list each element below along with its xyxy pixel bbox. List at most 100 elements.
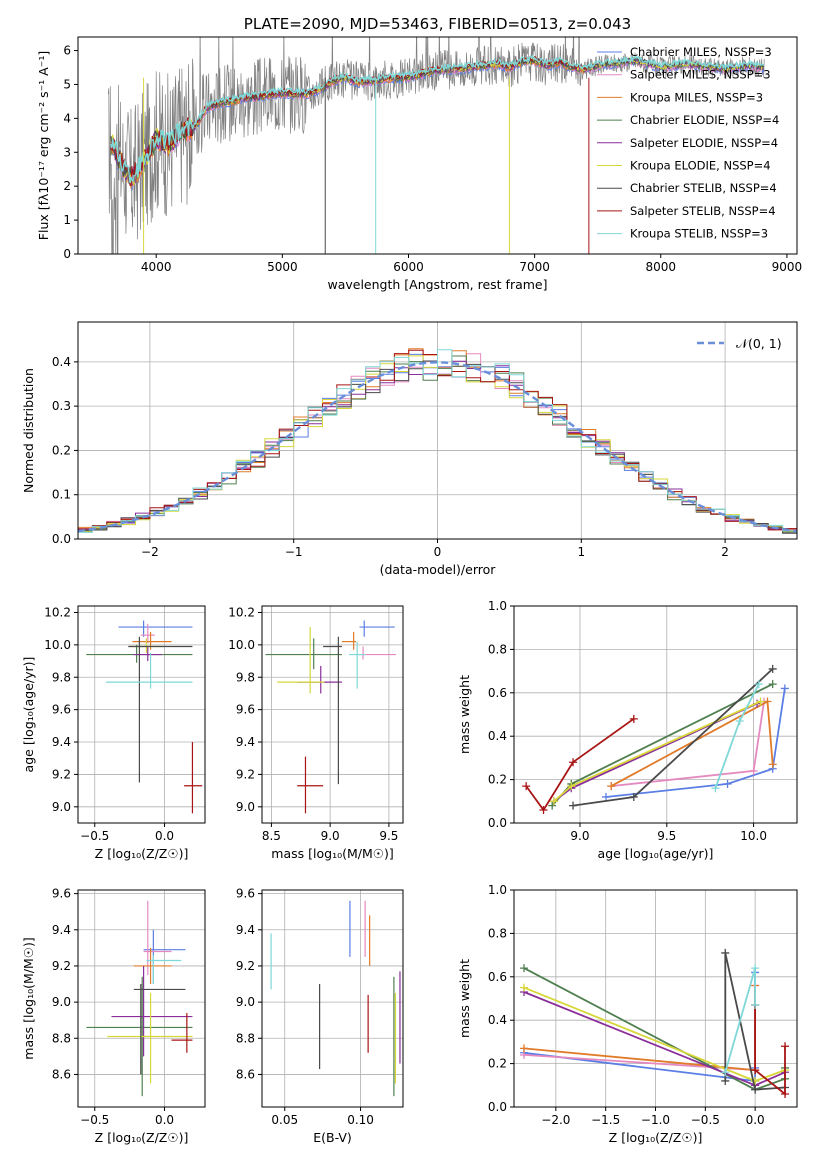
- panel-5: [514, 605, 797, 824]
- errorbars: [265, 620, 396, 814]
- axes-frame: 9.0 9.5 10.0 0.0 0.2 0.4 0.6 0.8 1.0 age [log₁₀(a…: [457, 599, 798, 861]
- model-spectrum-line: [110, 54, 765, 184]
- legend-entry: Salpeter STELIB, NSSP=4: [630, 204, 776, 218]
- x-axis-label: (data-model)/error: [380, 562, 497, 577]
- x-axis-label: Z [log₁₀(Z/Z☉)]: [95, 1130, 189, 1145]
- y-tick-label: 0.8: [488, 926, 507, 940]
- legend-entry: Kroupa ELODIE, NSSP=4: [630, 159, 771, 173]
- histograms: [78, 348, 797, 536]
- y-tick-label: 9.2: [52, 767, 71, 781]
- x-tick-label: 4000: [141, 260, 172, 274]
- y-tick-label: 10.2: [44, 605, 71, 619]
- y-tick-label: 3: [63, 145, 71, 159]
- mass-weight-series: [523, 985, 756, 1072]
- x-tick-label: 0.0: [155, 829, 174, 843]
- x-axis-label: Z [log₁₀(Z/Z☉)]: [609, 1130, 703, 1145]
- data-point-marker: [721, 1068, 730, 1077]
- y-tick-label: 9.2: [236, 767, 255, 781]
- y-tick-label: 8.6: [52, 1067, 71, 1081]
- x-tick-label: 9000: [772, 260, 803, 274]
- x-tick-label: 6000: [393, 260, 424, 274]
- y-tick-label: 9.4: [52, 735, 71, 749]
- y-tick-label: 2: [63, 179, 71, 193]
- y-axis-label: age [log₁₀(age/yr)]: [21, 657, 36, 773]
- x-tick-label: 0.05: [271, 1113, 298, 1127]
- mass-weight-series: [523, 967, 786, 1091]
- y-tick-label: 9.0: [52, 995, 71, 1009]
- mass-weight-lines: [522, 664, 789, 814]
- data-point-marker: [751, 964, 760, 973]
- y-tick-label: 9.0: [52, 800, 71, 814]
- x-tick-label: 10.0: [740, 829, 767, 843]
- y-tick-label: 10.2: [228, 605, 255, 619]
- axes-frame: −0.5 0.0 9.0 9.2 9.4 9.6 9.8 10.0 10.2 Z [log₁₀(Z…: [21, 605, 206, 861]
- y-axis-label: Normed distribution: [21, 368, 36, 493]
- data-point-marker: [723, 779, 732, 788]
- y-axis-label: mass weight: [457, 675, 472, 754]
- data-point-marker: [721, 948, 730, 957]
- x-axis-label: wavelength [Angstrom, rest frame]: [327, 277, 547, 292]
- x-tick-label: −2: [141, 545, 159, 559]
- y-tick-label: 6: [63, 44, 71, 58]
- normal-reference-curve: [78, 361, 797, 533]
- x-tick-label: 9.5: [657, 829, 676, 843]
- plot-frame: [261, 605, 404, 824]
- y-tick-label: 9.6: [52, 887, 71, 901]
- axes-frame: −0.5 0.0 8.6 8.8 9.0 9.2 9.4 9.6 Z [log₁₀(Z/Z☉)]…: [21, 887, 206, 1145]
- data-point-marker: [751, 1066, 760, 1075]
- plot-frame: [77, 36, 798, 255]
- y-tick-label: 0.4: [488, 729, 507, 743]
- plot-frame: [77, 605, 206, 824]
- plot-frame: [513, 605, 798, 824]
- y-axis-label: mass weight: [457, 959, 472, 1038]
- axes-frame: 4000 5000 6000 7000 8000 9000 0 1 2 3 4 5 6 wavelengt…: [36, 15, 802, 292]
- x-tick-label: 8000: [645, 260, 676, 274]
- data-point-marker: [749, 766, 758, 775]
- x-tick-label: 8.5: [262, 829, 281, 843]
- x-tick-label: −0.5: [691, 1113, 720, 1127]
- y-tick-label: 9.4: [52, 923, 71, 937]
- y-tick-label: 0.4: [488, 1013, 507, 1027]
- mass-weight-series: [605, 688, 786, 798]
- panel-1: Chabrier MILES, NSSP=3 Salpeter MILES, NS…: [107, 37, 779, 254]
- x-tick-label: 0.10: [347, 1113, 374, 1127]
- data-point-marker: [607, 782, 616, 791]
- legend-entry: Kroupa STELIB, NSSP=3: [630, 227, 768, 241]
- data-point-marker: [768, 680, 777, 689]
- panel-3: [78, 606, 205, 823]
- data-point-marker: [721, 1076, 730, 1085]
- y-tick-label: 9.4: [236, 923, 255, 937]
- mass-weight-series: [523, 972, 756, 1083]
- axes-frame: 0.05 0.10 8.6 8.8 9.0 9.2 9.4 9.6 E(B-V): [236, 887, 404, 1145]
- legend-entry: Chabrier ELODIE, NSSP=4: [630, 113, 779, 127]
- chart-title: PLATE=2090, MJD=53463, FIBERID=0513, z=0…: [244, 15, 631, 33]
- data-point-marker: [763, 697, 772, 706]
- errorbars: [86, 620, 203, 814]
- data-point-marker: [781, 1089, 790, 1098]
- y-tick-label: 0.2: [52, 443, 71, 457]
- errorbars: [270, 900, 401, 1097]
- y-tick-label: 4: [63, 111, 71, 125]
- axes-frame: 8.5 9.0 9.5 9.0 9.2 9.4 9.6 9.8 10.0 10.2 mass [lo…: [228, 605, 404, 861]
- panel-7: [262, 890, 403, 1107]
- y-tick-label: 8.8: [236, 1031, 255, 1045]
- legend-entry: Chabrier MILES, NSSP=3: [630, 45, 772, 59]
- y-axis-label: mass [log₁₀(M/M☉)]: [21, 937, 36, 1059]
- panel-4: [262, 606, 403, 823]
- model-spectrum-line: [110, 58, 589, 189]
- x-axis-label: mass [log₁₀(M/M☉)]: [271, 846, 393, 861]
- y-tick-label: 9.8: [52, 670, 71, 684]
- x-tick-label: 7000: [519, 260, 550, 274]
- data-point-marker: [519, 964, 528, 973]
- y-tick-label: 5: [63, 77, 71, 91]
- data-point-marker: [768, 664, 777, 673]
- axes-frame: −2 −1 0 1 2 0.0 0.1 0.2 0.3 0.4 (data-model)/error…: [21, 321, 798, 577]
- y-axis-label: Flux [fλ10⁻¹⁷ erg cm⁻² s⁻¹ A⁻¹]: [36, 51, 51, 240]
- data-point-marker: [751, 1085, 760, 1094]
- data-point-marker: [629, 714, 638, 723]
- x-tick-label: 0.0: [746, 1113, 765, 1127]
- errorbars: [86, 900, 193, 1097]
- legend-entry: 𝒩(0, 1): [736, 336, 782, 351]
- data-point-marker: [754, 680, 763, 689]
- data-point-marker: [711, 784, 720, 793]
